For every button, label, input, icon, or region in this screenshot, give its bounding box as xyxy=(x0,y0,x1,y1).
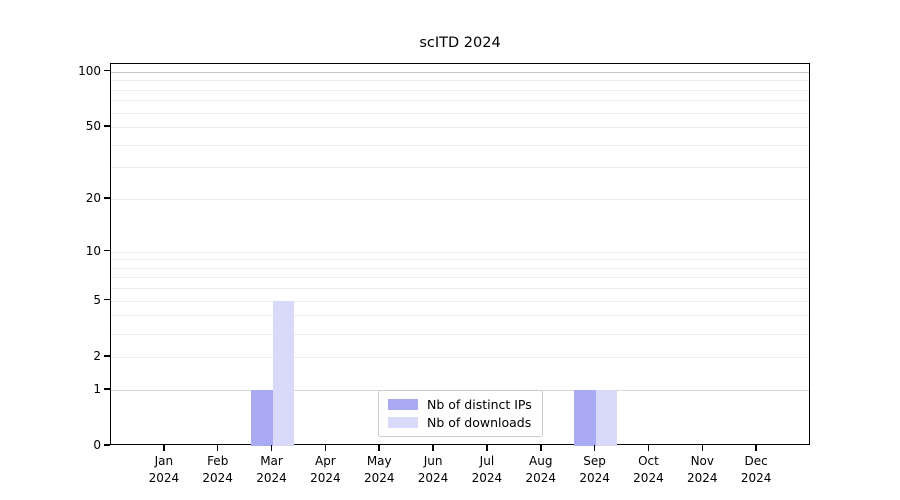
x-tick-month: Oct xyxy=(638,454,659,468)
y-tick-label: 50 xyxy=(85,119,101,134)
legend: Nb of distinct IPs Nb of downloads xyxy=(378,390,543,437)
x-tick-year: 2024 xyxy=(471,470,503,485)
x-tick xyxy=(324,445,327,451)
plot-area xyxy=(110,63,810,446)
y-tick-label: 5 xyxy=(93,292,101,307)
y-tick xyxy=(104,197,110,199)
x-tick-year: 2024 xyxy=(417,470,449,485)
x-tick-label-dec: Dec 2024 xyxy=(726,453,786,486)
x-tick xyxy=(163,445,165,451)
y-tick xyxy=(104,444,110,446)
legend-label-distinct-ips: Nb of distinct IPs xyxy=(427,397,532,412)
gridline-minor xyxy=(111,80,809,82)
y-tick-label: 0 xyxy=(93,438,101,452)
x-tick-month: Jun xyxy=(423,454,443,468)
gridline-minor xyxy=(111,127,809,129)
legend-swatch-downloads xyxy=(388,417,418,428)
y-tick-label: 1 xyxy=(93,381,101,396)
x-tick-label-sep: Sep 2024 xyxy=(565,453,625,486)
x-tick xyxy=(701,445,704,451)
x-tick-month: Aug xyxy=(529,454,553,468)
gridline-minor xyxy=(111,300,809,302)
y-tick xyxy=(104,249,110,252)
x-tick-label-jan: Jan 2024 xyxy=(134,453,194,486)
gridline-minor xyxy=(111,333,809,335)
y-tick xyxy=(104,69,110,72)
gridline-minor xyxy=(111,100,809,102)
x-tick-label-apr: Apr 2024 xyxy=(295,453,355,486)
gridline-minor xyxy=(111,112,809,114)
gridline-value-100 xyxy=(111,71,809,73)
x-tick xyxy=(593,445,596,451)
gridline-minor xyxy=(111,199,809,201)
y-tick xyxy=(104,298,110,301)
x-tick-year: 2024 xyxy=(202,470,233,485)
x-tick-year: 2024 xyxy=(740,470,772,485)
legend-swatch-distinct-ips xyxy=(388,399,418,410)
chart-title: scITD 2024 xyxy=(419,35,501,51)
gridline-minor xyxy=(111,267,809,269)
x-tick-label-may: May 2024 xyxy=(349,453,409,486)
x-tick-month: Apr xyxy=(314,454,336,468)
legend-row-distinct-ips: Nb of distinct IPs xyxy=(388,397,532,412)
x-tick-month: Mar xyxy=(260,454,283,468)
x-tick xyxy=(270,445,273,451)
x-tick-month: Jul xyxy=(479,454,495,468)
x-tick-month: Dec xyxy=(744,454,768,468)
x-tick-label-jun: Jun 2024 xyxy=(403,453,463,486)
x-tick-year: 2024 xyxy=(148,470,180,485)
x-tick xyxy=(486,445,488,451)
x-tick xyxy=(216,445,219,451)
y-tick xyxy=(104,125,110,127)
gridline-minor xyxy=(111,89,809,91)
gridline-minor xyxy=(111,259,809,261)
y-tick-label: 100 xyxy=(78,63,101,78)
x-tick-label-mar: Mar 2024 xyxy=(242,453,302,486)
x-tick xyxy=(432,445,434,451)
x-tick-year: 2024 xyxy=(256,470,287,485)
gridline-minor xyxy=(111,315,809,317)
y-tick-label: 20 xyxy=(85,191,101,206)
x-tick-label-oct: Oct 2024 xyxy=(618,453,678,486)
y-tick-label: 10 xyxy=(85,243,101,258)
x-tick-year: 2024 xyxy=(633,470,664,485)
y-tick xyxy=(104,355,110,357)
x-tick-year: 2024 xyxy=(687,470,718,485)
x-tick-month: Feb xyxy=(207,454,229,468)
x-tick-label-nov: Nov 2024 xyxy=(672,453,732,486)
x-tick-year: 2024 xyxy=(525,470,557,485)
bar-nb-of-distinct-ips-sep xyxy=(574,389,596,446)
bars-layer xyxy=(111,64,809,446)
gridlines-layer xyxy=(111,64,809,444)
y-tick-label: 2 xyxy=(93,348,101,363)
x-tick-month: Jan xyxy=(154,454,174,468)
bar-nb-of-downloads-sep xyxy=(595,389,618,446)
gridline-minor xyxy=(111,356,809,358)
x-tick-year: 2024 xyxy=(310,470,341,485)
gridline-minor xyxy=(111,277,809,279)
x-tick xyxy=(647,445,650,451)
legend-label-downloads: Nb of downloads xyxy=(427,415,532,430)
legend-row-downloads: Nb of downloads xyxy=(388,415,532,430)
gridline-minor xyxy=(111,251,809,253)
x-tick-label-aug: Aug 2024 xyxy=(511,453,571,486)
gridline-minor xyxy=(111,167,809,169)
gridline-minor xyxy=(111,288,809,290)
x-tick-year: 2024 xyxy=(363,470,395,485)
bar-nb-of-downloads-mar xyxy=(272,300,295,446)
x-tick xyxy=(378,445,380,451)
y-tick xyxy=(104,388,110,390)
x-tick xyxy=(755,445,757,451)
x-tick-label-feb: Feb 2024 xyxy=(188,453,248,486)
gridline-minor xyxy=(111,144,809,146)
x-tick xyxy=(540,445,542,451)
x-tick-month: Sep xyxy=(583,454,606,468)
x-tick-month: May xyxy=(366,454,392,468)
x-tick-label-jul: Jul 2024 xyxy=(457,453,517,486)
x-tick-month: Nov xyxy=(690,454,714,468)
x-tick-year: 2024 xyxy=(579,470,610,485)
bar-nb-of-distinct-ips-mar xyxy=(251,389,273,446)
